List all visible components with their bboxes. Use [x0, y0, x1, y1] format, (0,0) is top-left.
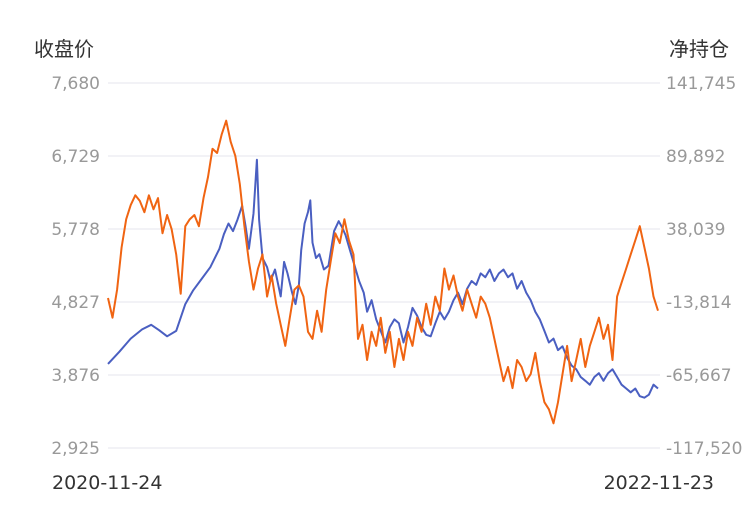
- x-axis-start-label: 2020-11-24: [52, 472, 162, 494]
- left-tick-label: 6,729: [51, 147, 100, 167]
- left-axis-ticks: 7,680 6,729 5,778 4,827 3,876 2,925: [51, 74, 100, 459]
- net-position-line: [107, 119, 659, 425]
- right-axis-ticks: 141,745 89,892 38,039 -13,814 -65,667 -117,52…: [666, 74, 742, 459]
- right-tick-label: -65,667: [666, 366, 732, 386]
- right-tick-label: -117,520: [666, 439, 742, 459]
- left-tick-label: 7,680: [51, 74, 100, 94]
- right-tick-label: 89,892: [666, 147, 725, 167]
- left-tick-label: 5,778: [51, 220, 100, 240]
- right-tick-label: -13,814: [666, 293, 732, 313]
- right-tick-label: 38,039: [666, 220, 725, 240]
- right-axis-title: 净持仓: [669, 37, 729, 61]
- close-price-line: [107, 158, 659, 399]
- grid: [108, 82, 660, 449]
- left-tick-label: 3,876: [51, 366, 100, 386]
- x-axis-end-label: 2022-11-23: [604, 472, 714, 494]
- right-tick-label: 141,745: [666, 74, 736, 94]
- left-axis-title: 收盘价: [34, 37, 94, 61]
- left-tick-label: 4,827: [51, 293, 100, 313]
- left-tick-label: 2,925: [51, 439, 100, 459]
- series-lines: [107, 119, 659, 425]
